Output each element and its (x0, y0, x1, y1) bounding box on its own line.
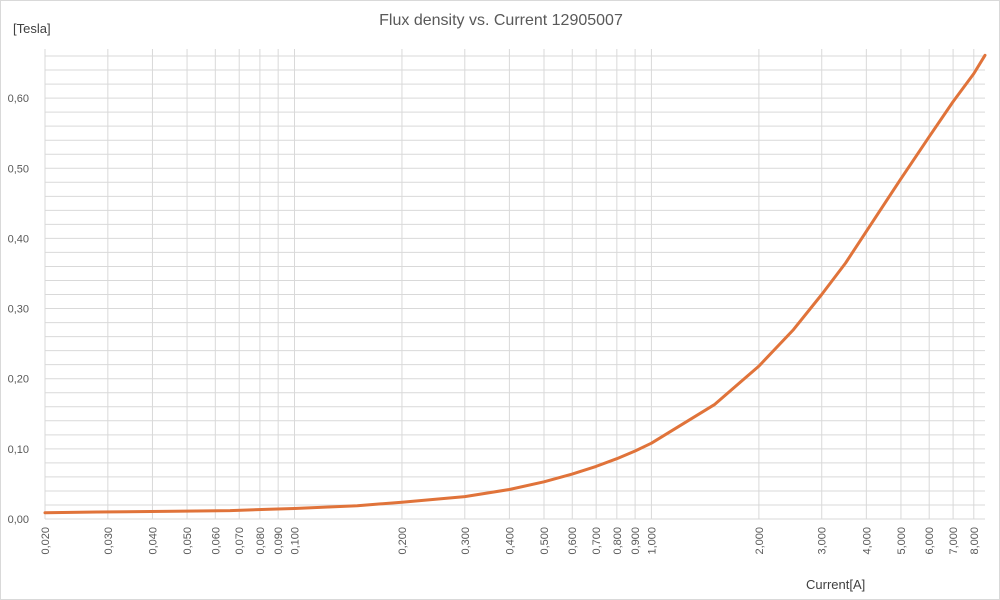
x-tick-label: 0,090 (273, 527, 285, 555)
x-tick-label: 0,600 (567, 527, 579, 555)
series-line (43, 53, 987, 515)
x-tick-label: 3,000 (817, 527, 829, 555)
y-tick-label: 0,10 (8, 444, 29, 456)
x-tick-label: 0,100 (289, 527, 301, 555)
y-axis-label: [Tesla] (13, 21, 51, 36)
x-tick-label: 0,800 (612, 527, 624, 555)
x-tick-label: 0,060 (210, 527, 222, 555)
x-axis-label: Current[A] (806, 577, 866, 592)
x-tick-label: 2,000 (754, 527, 766, 555)
x-tick-label: 0,020 (40, 527, 52, 555)
y-tick-label: 0,60 (8, 93, 29, 105)
y-tick-label: 0,50 (8, 163, 29, 175)
y-tick-label: 0,20 (8, 374, 29, 386)
x-tick-label: 0,070 (234, 527, 246, 555)
x-tick-label: 0,030 (103, 527, 115, 555)
x-tick-label: 5,000 (896, 527, 908, 555)
x-tick-label: 0,900 (630, 527, 642, 555)
x-tick-label: 0,040 (147, 527, 159, 555)
x-tick-label: 6,000 (924, 527, 936, 555)
x-tick-label: 0,500 (539, 527, 551, 555)
x-tick-label: 8,000 (969, 527, 981, 555)
x-tick-label: 0,300 (460, 527, 472, 555)
x-tick-label: 0,700 (591, 527, 603, 555)
y-tick-label: 0,40 (8, 233, 29, 245)
x-tick-label: 0,050 (182, 527, 194, 555)
x-tick-label: 0,400 (504, 527, 516, 555)
chart-title: Flux density vs. Current 12905007 (379, 12, 623, 29)
x-tick-label: 4,000 (861, 527, 873, 555)
y-tick-label: 0,30 (8, 304, 29, 316)
x-tick-label: 0,200 (397, 527, 409, 555)
y-tick-label: 0,00 (8, 514, 29, 526)
x-tick-label: 1,000 (646, 527, 658, 555)
x-tick-label: 0,080 (255, 527, 267, 555)
x-tick-label: 7,000 (948, 527, 960, 555)
